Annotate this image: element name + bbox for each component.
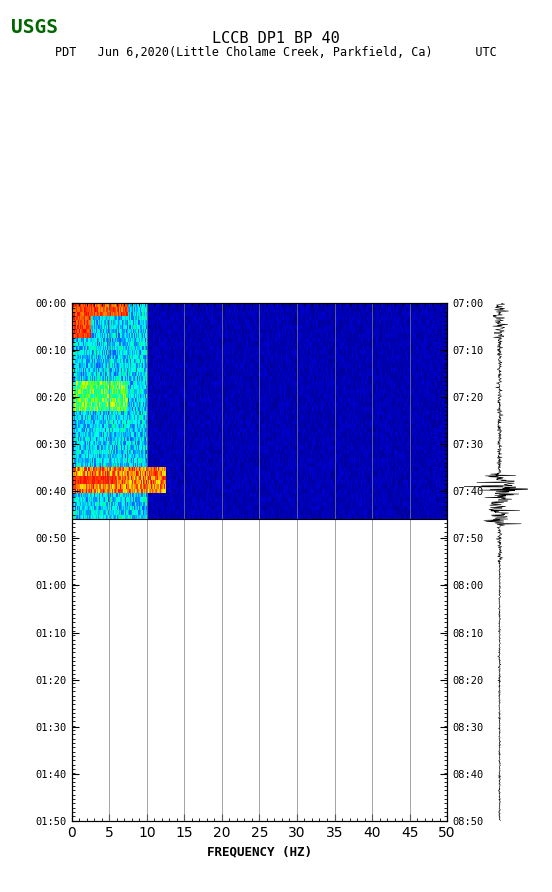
Text: USGS: USGS [11,18,58,37]
X-axis label: FREQUENCY (HZ): FREQUENCY (HZ) [207,845,312,858]
Text: LCCB DP1 BP 40: LCCB DP1 BP 40 [212,31,340,46]
Text: PDT   Jun 6,2020(Little Cholame Creek, Parkfield, Ca)      UTC: PDT Jun 6,2020(Little Cholame Creek, Par… [55,46,497,60]
